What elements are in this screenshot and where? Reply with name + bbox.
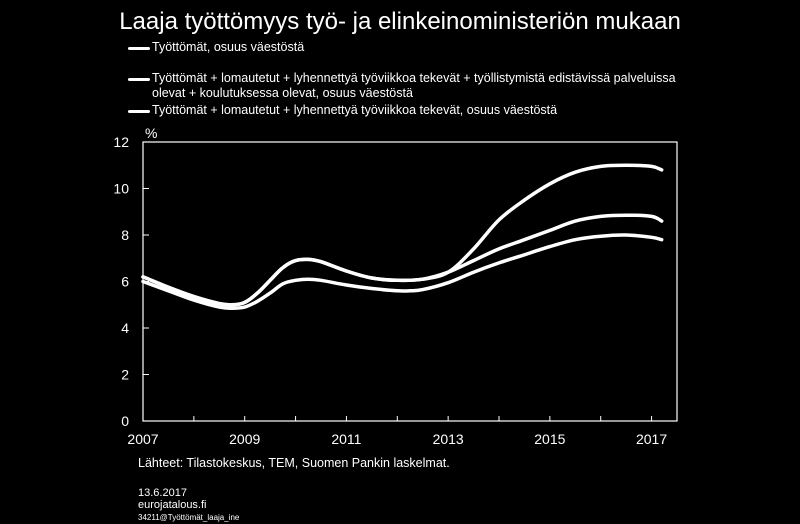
legend-label: Työttömät + lomautetut + lyhennettyä työ… bbox=[152, 71, 676, 85]
legend-label: Työttömät, osuus väestöstä bbox=[152, 40, 305, 54]
y-tick-label: 2 bbox=[121, 367, 129, 383]
y-tick-label: 8 bbox=[121, 227, 129, 243]
series-line-laidoff bbox=[141, 213, 664, 307]
x-tick-label: 2009 bbox=[229, 431, 260, 447]
legend-swatch bbox=[128, 47, 150, 50]
footer-site: eurojatalous.fi bbox=[138, 499, 207, 511]
legend-item-broad: Työttömät + lomautetut + lyhennettyä työ… bbox=[128, 71, 676, 101]
chart-series bbox=[141, 163, 664, 310]
legend-label-continued: olevat + koulutuksessa olevat, osuus väe… bbox=[152, 86, 413, 100]
legend-item-laidoff: Työttömät + lomautetut + lyhennettyä työ… bbox=[128, 103, 557, 118]
series-line-broad bbox=[141, 163, 664, 307]
x-tick-label: 2013 bbox=[433, 431, 464, 447]
legend-swatch bbox=[128, 110, 150, 113]
y-tick-label: 12 bbox=[113, 134, 129, 150]
y-tick-label: 4 bbox=[121, 320, 129, 336]
x-tick-label: 2011 bbox=[331, 431, 361, 447]
x-tick-label: 2015 bbox=[534, 431, 565, 447]
chart-axes: 0 2 4 6 8 10 12% 2007 2009 2011 2013 2015 2017 bbox=[113, 125, 678, 447]
legend-label: Työttömät + lomautetut + lyhennettyä työ… bbox=[152, 103, 558, 117]
footer-date: 13.6.2017 bbox=[138, 487, 187, 499]
legend-item-unemployed: Työttömät, osuus väestöstä bbox=[128, 40, 304, 55]
chart-title: Laaja työttömyys työ- ja elinkeinominist… bbox=[119, 8, 681, 35]
y-tick-label: 6 bbox=[121, 274, 129, 290]
source-note: Lähteet: Tilastokeskus, TEM, Suomen Pank… bbox=[138, 456, 450, 470]
y-axis-label: % bbox=[145, 125, 157, 141]
legend-swatch bbox=[128, 78, 150, 81]
y-tick-label: 0 bbox=[121, 413, 129, 429]
x-tick-label: 2017 bbox=[636, 431, 667, 447]
series-line-unemployed bbox=[141, 233, 664, 310]
x-tick-label: 2007 bbox=[127, 431, 158, 447]
y-tick-label: 10 bbox=[113, 181, 129, 197]
footer-code: 34211@Työttömät_laaja_ine bbox=[138, 513, 240, 522]
